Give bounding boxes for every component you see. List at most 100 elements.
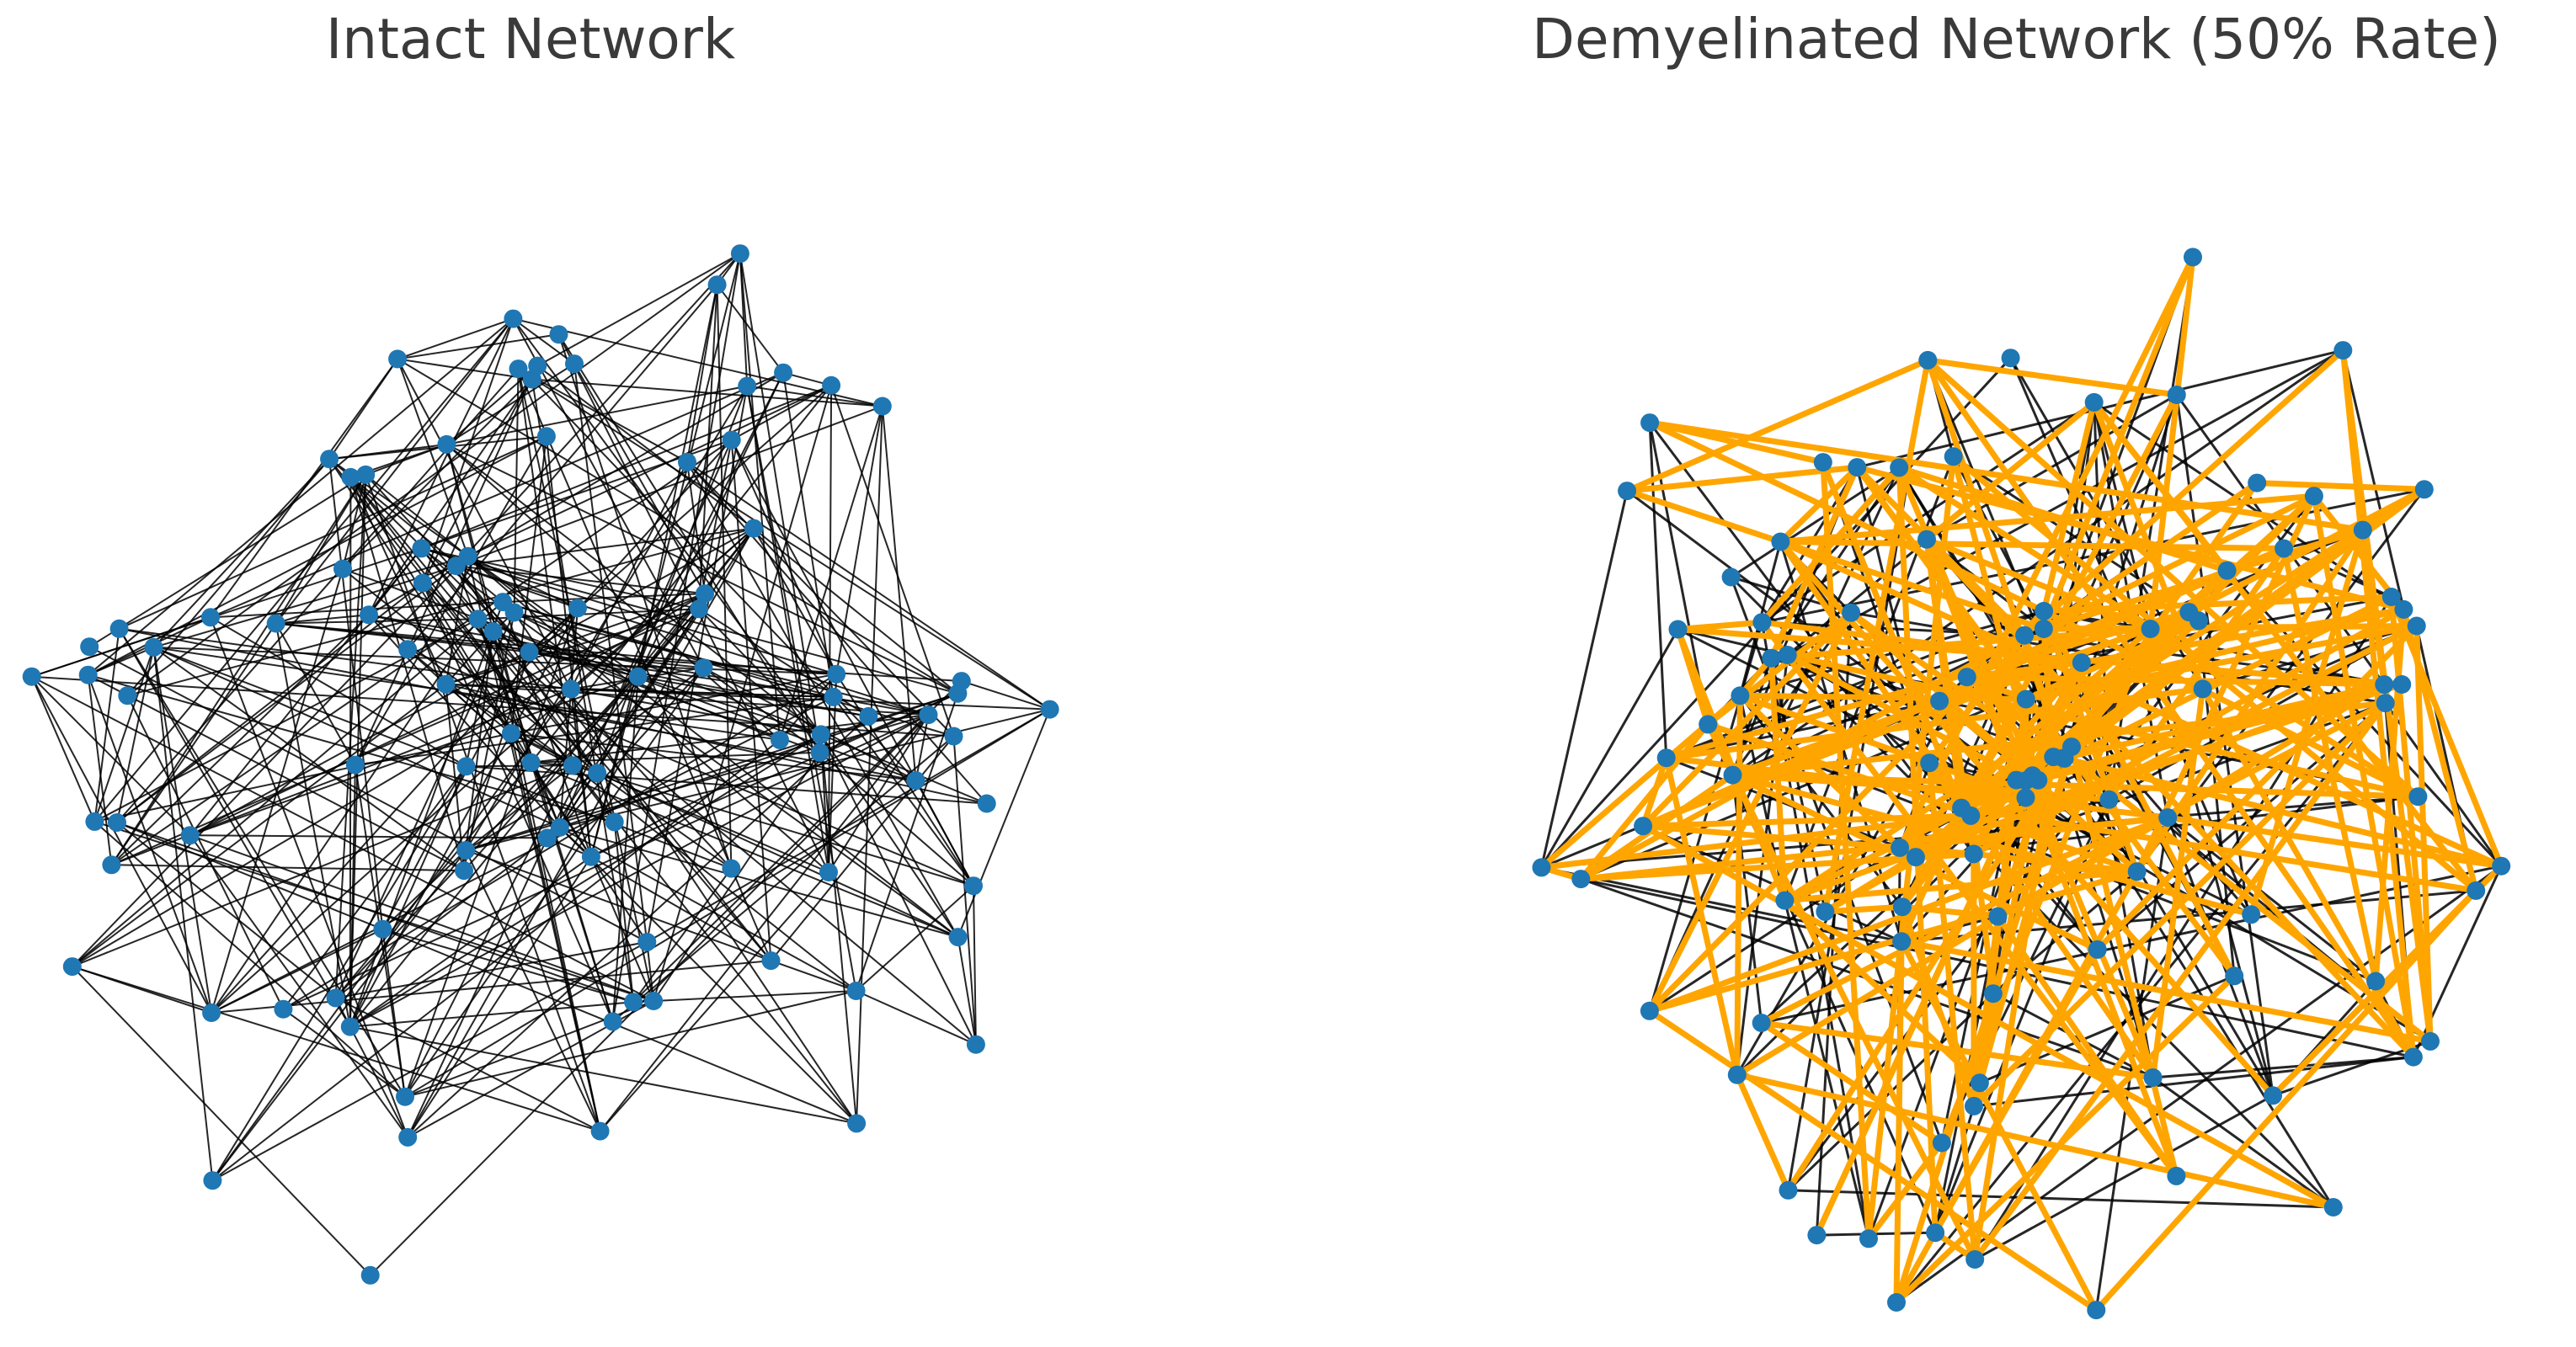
node [859,706,878,726]
edge [632,680,963,1003]
node [944,727,963,746]
edge [407,856,592,1138]
demyelinated-edge [1734,1073,1791,1192]
edge [503,593,706,604]
node [2275,539,2294,558]
edge [570,688,1050,711]
node [1727,1065,1747,1084]
edge [510,673,837,735]
edge [514,611,639,678]
edge [596,772,732,870]
edge [397,333,559,360]
demyelinated-edge [2069,527,2365,749]
node [1848,458,1867,477]
edge [456,565,929,716]
nodes [22,244,1059,1285]
node [326,988,345,1008]
node [1699,715,1718,734]
node [274,999,293,1019]
edge [1580,877,2414,1059]
edge [573,363,648,943]
edge [189,834,409,1138]
edge [275,622,704,669]
node [2127,862,2147,881]
node [1842,603,1861,622]
edge [88,317,515,676]
demyelinated-edge [1971,780,2041,1107]
node [2333,341,2353,360]
node [2366,972,2386,991]
edge [698,285,718,610]
node [2323,1198,2343,1217]
node [446,556,466,576]
node [1890,458,1909,477]
edge [210,616,409,1138]
node [2407,616,2426,636]
edge [531,761,958,939]
demyelinated-edge [2068,746,2179,1177]
node [1944,447,1963,466]
node [1917,530,1936,549]
node [1957,668,1976,687]
node [2167,1166,2186,1185]
node [455,861,473,881]
node [822,375,841,395]
node [678,452,696,471]
node [398,1127,418,1147]
edge [275,614,370,625]
edge [517,368,655,1002]
edge [189,834,547,839]
edge [445,608,700,685]
edge [349,477,447,685]
edge [456,527,755,567]
demyelinated-edge [1899,906,1977,1108]
edge [349,1026,409,1138]
node [628,667,648,686]
node [722,859,741,878]
edge [467,555,579,610]
edge [445,684,465,871]
edge [152,458,330,648]
node [1807,1226,1827,1245]
node [2242,905,2261,924]
node [2193,679,2212,699]
edge [397,358,572,690]
node [504,603,524,622]
edge [397,359,469,557]
edge [93,317,515,823]
edge [334,612,515,998]
demyelinated-edge [1578,722,1710,881]
demyelinated-edge [2360,530,2387,685]
edge [653,752,821,1002]
edge [599,714,930,1132]
edge [599,871,829,1132]
demyelinated-edge [1965,674,2028,702]
edge [421,318,515,583]
edge [573,363,706,594]
demyelinated-edge [1734,695,1743,1075]
edge [771,960,856,992]
demyelinated-edge [1933,948,2100,1234]
edge [613,822,635,1003]
edge [517,368,1051,711]
node [1040,700,1059,719]
node [2015,626,2035,645]
edge [404,708,1051,1098]
edge [153,555,468,648]
edge [335,941,648,999]
node [819,863,838,881]
edge [637,608,700,678]
node [738,376,757,396]
network-graph [1532,248,2511,1320]
node [624,993,643,1012]
node [810,743,829,762]
node [345,755,365,775]
demyelinated-edge [1825,903,1903,915]
edge [637,372,785,678]
node [581,847,600,866]
demyelinated-edge [2095,624,2419,952]
node [373,919,392,939]
edge [477,619,561,828]
edge [189,547,423,836]
node [1892,932,1912,951]
